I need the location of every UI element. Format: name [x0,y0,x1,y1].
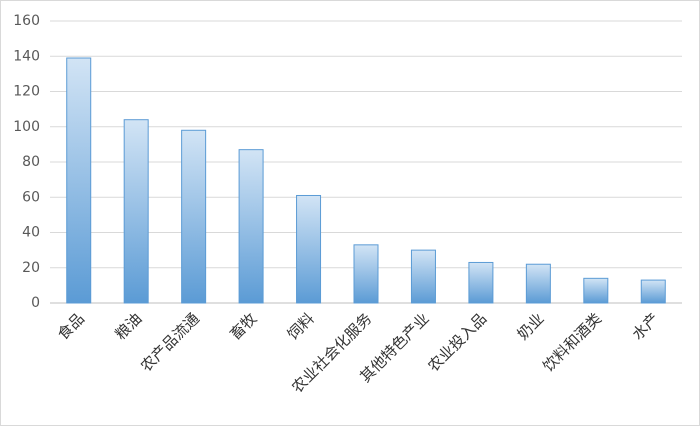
y-tick-label: 160 [13,13,40,29]
bar [181,129,207,304]
y-tick-label: 140 [13,48,40,64]
y-tick-label: 120 [13,84,40,100]
bar [468,261,494,304]
y-tick-label: 100 [13,119,40,135]
y-tick-label: 60 [22,189,40,205]
bar [66,57,92,304]
y-tick-label: 0 [31,295,40,311]
y-tick-label: 40 [22,225,40,241]
bar [410,249,436,304]
bar [583,277,609,304]
y-tick-label: 20 [22,260,40,276]
bar [525,263,551,304]
y-tick-label: 80 [22,154,40,170]
bar [640,279,666,304]
bar [296,194,322,304]
bar [238,149,264,304]
bar [353,244,379,304]
bar [123,119,149,304]
